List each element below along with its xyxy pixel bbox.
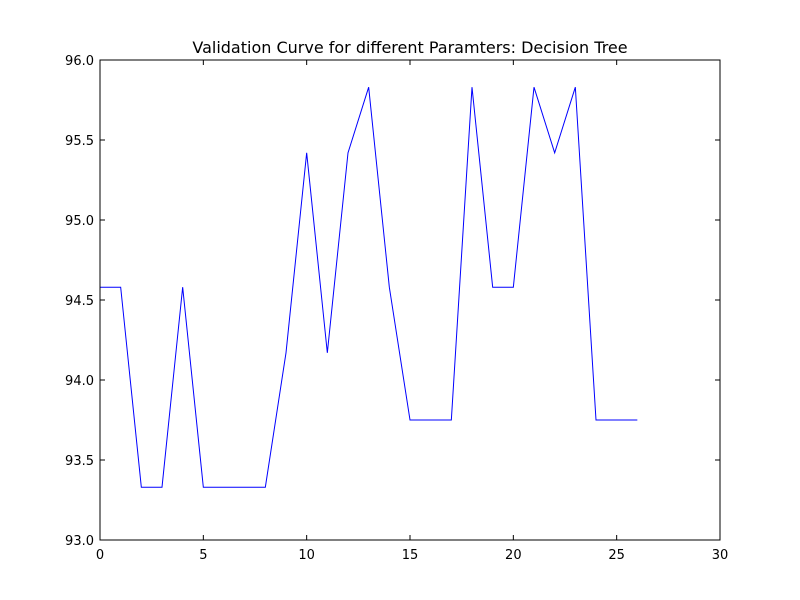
y-tick-label: 93.5	[65, 454, 94, 469]
x-tick-label: 20	[505, 548, 522, 563]
chart-title: Validation Curve for different Paramters…	[192, 38, 627, 57]
x-tick-label: 30	[712, 548, 729, 563]
y-tick-label: 94.5	[65, 294, 94, 309]
x-tick-label: 15	[402, 548, 419, 563]
y-tick-label: 95.5	[65, 134, 94, 149]
plot-frame	[99, 59, 721, 541]
y-tick-label: 93.0	[65, 534, 94, 549]
series-line	[100, 87, 638, 488]
y-tick-label: 95.0	[65, 214, 94, 229]
series-group	[100, 87, 638, 488]
axis-ticks: 0 5 10 15 20 25 30 93.0 93.5 94.0 94.5 95.0 95.5 96.0	[65, 54, 728, 563]
x-tick-label: 0	[96, 548, 104, 563]
y-tick-label: 94.0	[65, 374, 94, 389]
y-tick-label: 96.0	[65, 54, 94, 69]
x-tick-label: 25	[608, 548, 625, 563]
x-tick-label: 5	[199, 548, 207, 563]
plot-area	[100, 60, 720, 540]
x-tick-label: 10	[298, 548, 315, 563]
